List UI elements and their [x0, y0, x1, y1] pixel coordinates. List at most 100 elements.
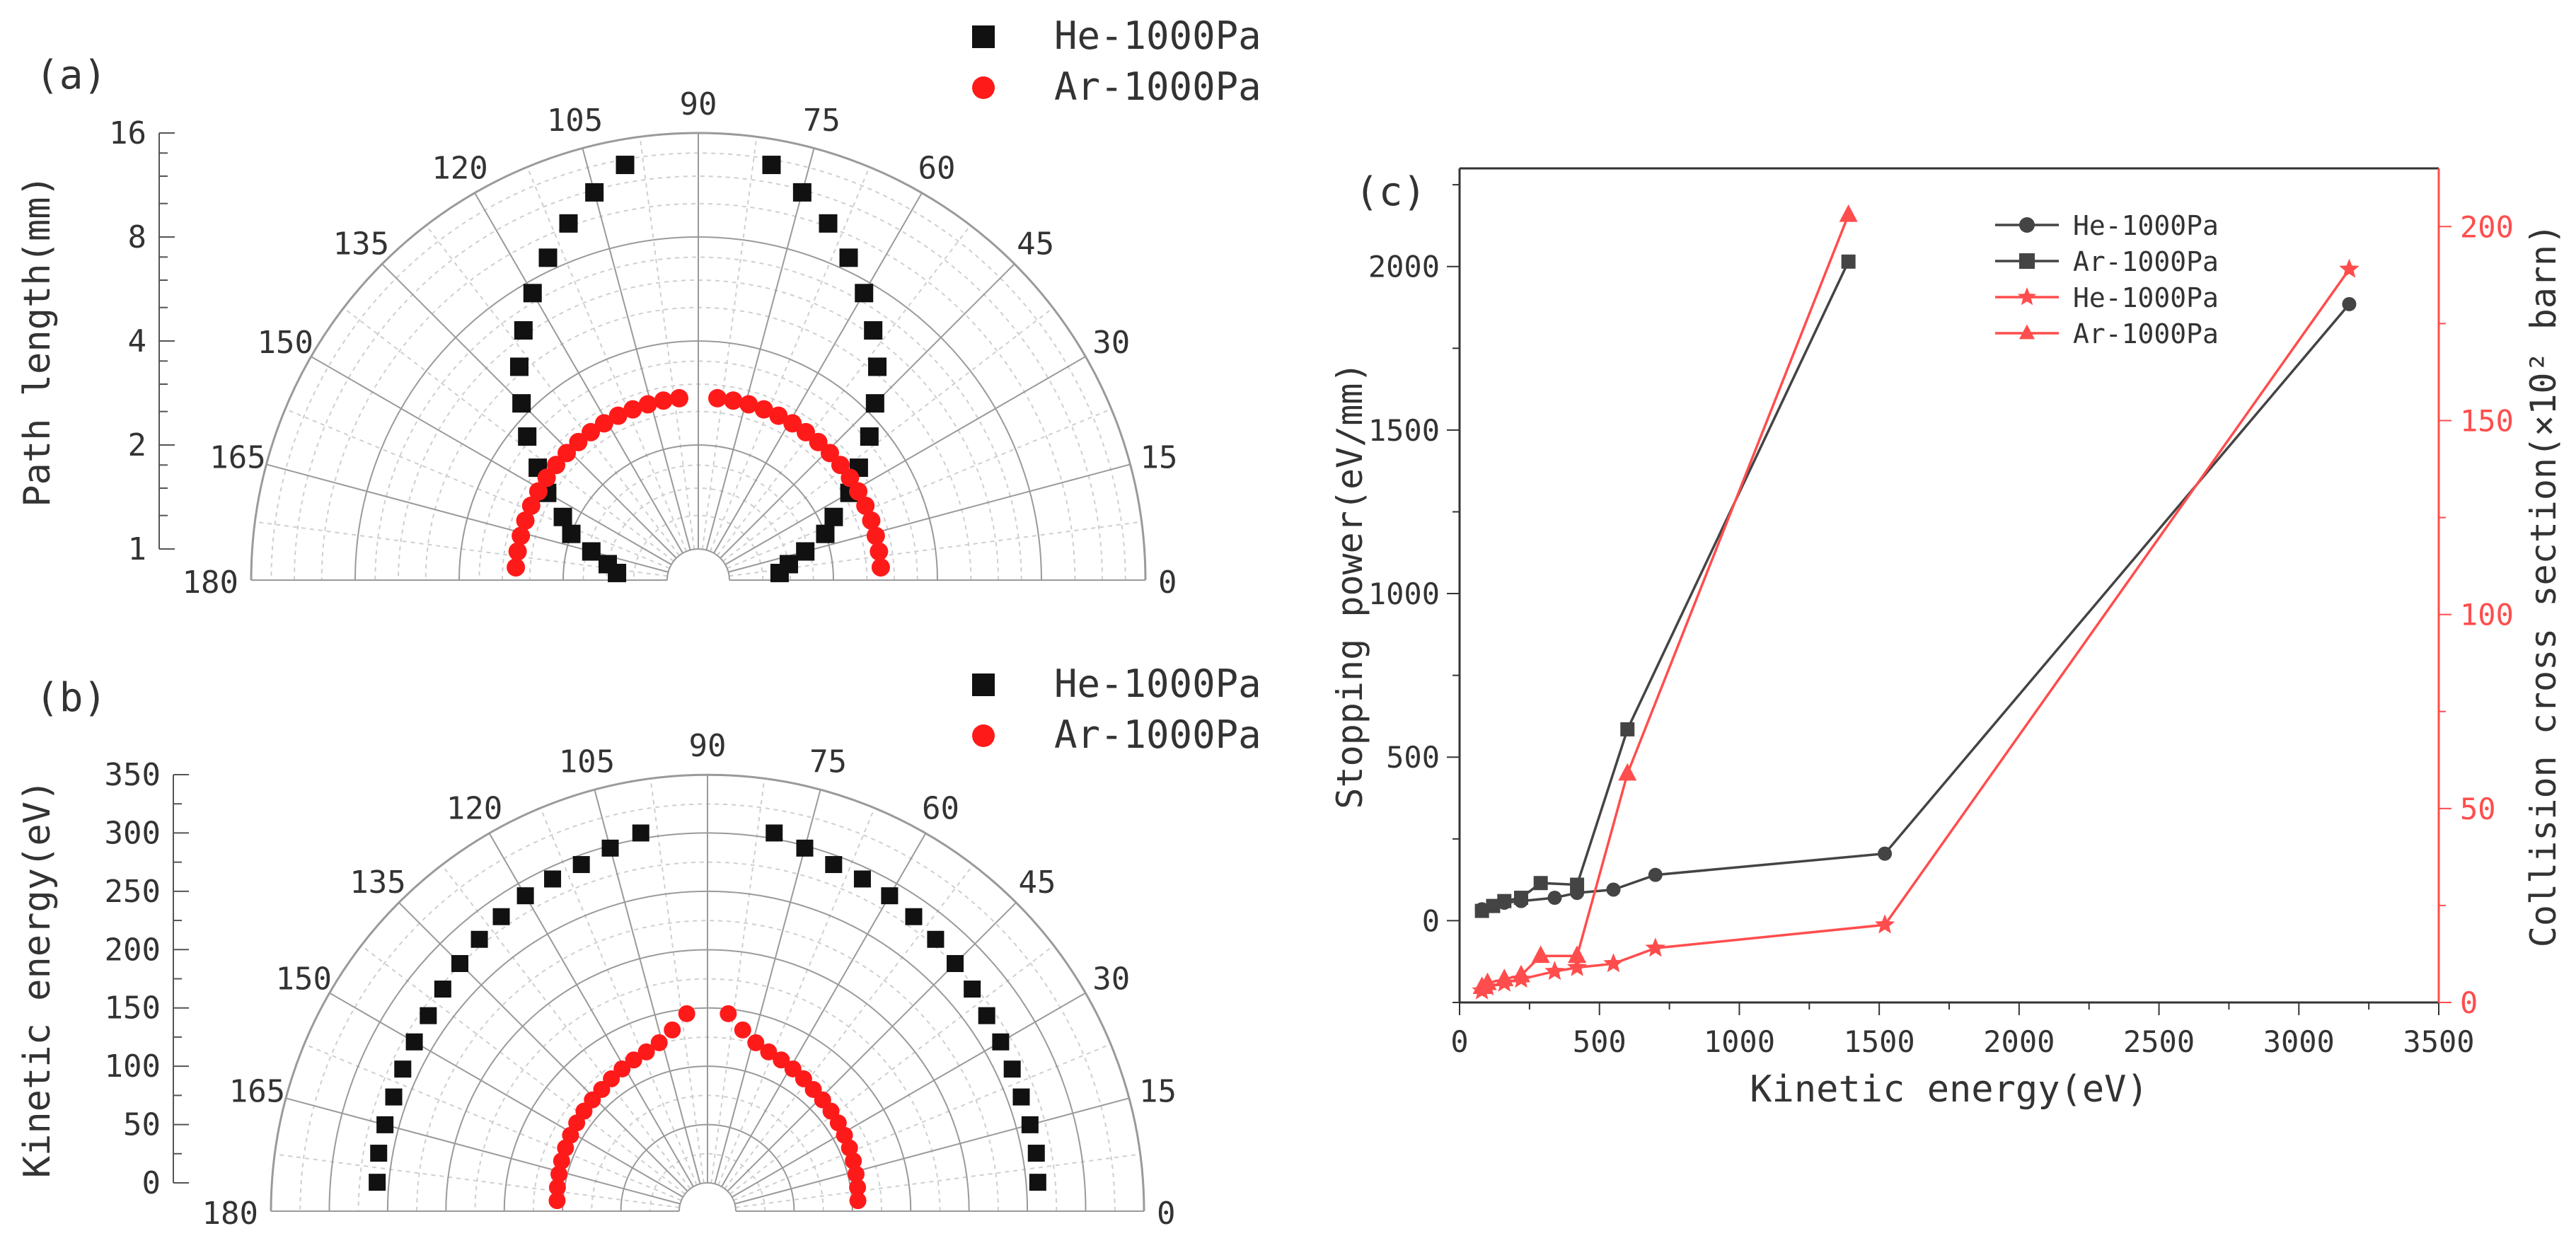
legend-label: He-1000Pa	[2073, 210, 2219, 241]
y-tick-label: 500	[1386, 740, 1440, 775]
ar-circle-point	[871, 557, 890, 577]
he-square-point	[559, 214, 578, 233]
he-square-point	[824, 507, 843, 526]
ar-circle-point	[849, 1179, 867, 1196]
angle-tick-label: 135	[350, 865, 405, 901]
y2-tick-label: 50	[2460, 792, 2496, 826]
polar-grid-spoke	[727, 902, 1017, 1192]
ar-circle-point	[537, 468, 556, 487]
ar-circle-point	[773, 1051, 790, 1069]
ar-circle-point	[796, 422, 815, 441]
x-tick-label: 3500	[2403, 1024, 2474, 1059]
angle-tick-label: 180	[202, 1196, 258, 1232]
y2-tick-label: 200	[2460, 209, 2514, 244]
y2-axis-label: Collision cross section(×10² barn)	[2523, 224, 2564, 948]
y2-tick-label: 0	[2460, 985, 2478, 1020]
polar-grid-spoke	[474, 192, 683, 554]
he-square-point	[585, 183, 604, 202]
radial-axis-label: Path length(mm)	[16, 175, 59, 507]
y-tick-label: 0	[1422, 903, 1440, 938]
ar-circle-point	[870, 542, 889, 561]
ar-circle-point	[553, 1152, 570, 1170]
he-square-point	[509, 357, 529, 376]
he-square-point	[947, 954, 964, 972]
he-square-point	[616, 156, 635, 175]
legend-label: He-1000Pa	[2073, 282, 2219, 313]
series-point	[1533, 876, 1548, 891]
he-square-point	[766, 824, 783, 842]
he-square-point	[1012, 1088, 1030, 1106]
he-square-point	[927, 930, 945, 948]
radial-axis-label: Kinetic energy(eV)	[16, 780, 59, 1179]
ar-circle-point	[734, 1021, 751, 1039]
he-square-point	[780, 555, 799, 574]
panel-a-label: (a)	[35, 52, 107, 98]
ar-circle-point	[508, 542, 527, 561]
polar-chart-a: 0 15 30 45 60 75 90 105 120 135 150 165 180 1 2 4 8 16 Pat…	[16, 13, 1261, 601]
series-point	[1618, 763, 1637, 781]
he-square-point	[582, 542, 601, 561]
series-point	[1878, 846, 1893, 861]
legend-marker	[972, 25, 995, 48]
ar-circle-point	[849, 482, 868, 501]
he-square-point	[451, 954, 468, 972]
he-square-point	[964, 981, 981, 998]
series-line	[1481, 261, 1850, 913]
polar-minor-grid-spoke	[275, 1153, 680, 1208]
ar-circle-point	[754, 400, 773, 419]
series-point	[1513, 891, 1528, 906]
series-point	[1874, 914, 1895, 934]
ar-circle-point	[548, 1179, 566, 1196]
x-tick-label: 1000	[1704, 1024, 1775, 1059]
ar-circle-point	[594, 414, 613, 433]
series-point	[1841, 254, 1856, 269]
he-square-point	[516, 887, 534, 905]
ar-circle-point	[623, 400, 642, 419]
radial-tick-label: 150	[105, 990, 161, 1027]
ar-circle-point	[841, 468, 860, 487]
series-line	[1481, 268, 2350, 992]
ar-circle-point	[558, 444, 577, 463]
he-square-point	[544, 870, 562, 888]
angle-tick-label: 150	[258, 325, 313, 361]
he-square-point	[762, 156, 781, 175]
angle-tick-label: 60	[918, 150, 956, 186]
he-square-point	[868, 357, 887, 376]
he-square-point	[370, 1145, 388, 1162]
he-square-point	[601, 839, 619, 857]
ar-circle-point	[650, 1034, 668, 1051]
angle-tick-label: 30	[1092, 325, 1130, 361]
he-square-point	[470, 930, 488, 948]
polar-minor-grid-spoke	[733, 1043, 1111, 1201]
x-tick-label: 3000	[2263, 1024, 2335, 1059]
y-axis-label: Stopping power(eV/mm)	[1329, 362, 1370, 809]
series-point	[1511, 964, 1530, 983]
he-square-point	[405, 1033, 423, 1051]
he-square-point	[978, 1007, 995, 1024]
ar-circle-point	[866, 526, 885, 545]
he-square-point	[514, 320, 533, 340]
ar-circle-point	[625, 1051, 642, 1069]
radial-tick-label: 0	[142, 1165, 161, 1201]
series-point	[1645, 937, 1666, 957]
angle-tick-label: 135	[333, 226, 389, 262]
polar-minor-grid-spoke	[284, 408, 670, 570]
he-square-point	[538, 248, 558, 267]
ar-circle-point	[795, 1070, 812, 1087]
ar-circle-point	[516, 511, 535, 530]
polar-minor-grid-spoke	[724, 864, 974, 1189]
polar-minor-grid-spoke	[539, 807, 698, 1186]
series-point	[1547, 891, 1562, 906]
ar-circle-point	[613, 1060, 631, 1077]
radial-tick-label: 16	[109, 115, 146, 151]
he-square-point	[816, 524, 835, 543]
series-point	[1497, 894, 1512, 908]
he-square-point	[572, 856, 590, 874]
series-point	[1486, 898, 1501, 913]
angle-tick-label: 120	[432, 150, 487, 186]
angle-tick-label: 120	[446, 790, 502, 826]
radial-tick-label: 200	[105, 932, 161, 968]
he-square-point	[796, 839, 814, 857]
ar-circle-point	[708, 388, 727, 407]
series-point	[1648, 867, 1663, 882]
